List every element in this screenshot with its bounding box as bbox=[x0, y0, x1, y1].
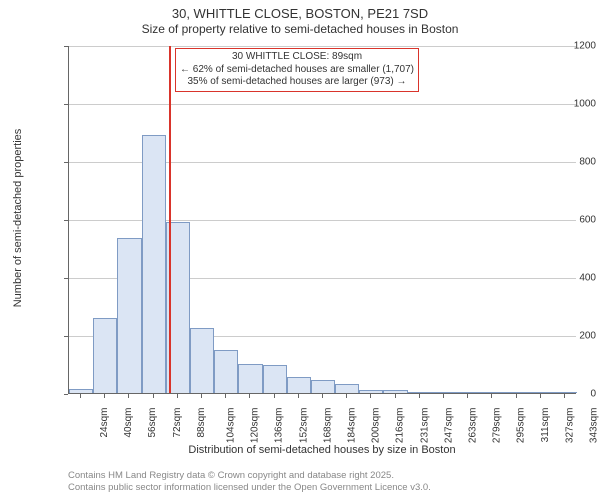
x-tick-label: 343sqm bbox=[588, 408, 599, 444]
histogram-bar bbox=[408, 392, 432, 393]
x-tick-label: 263sqm bbox=[468, 408, 479, 444]
y-tick-label: 200 bbox=[534, 331, 596, 342]
x-tick-label: 120sqm bbox=[250, 408, 261, 444]
footer-text: Contains HM Land Registry data © Crown c… bbox=[68, 470, 431, 495]
x-tick-label: 168sqm bbox=[322, 408, 333, 444]
x-tick-mark bbox=[153, 394, 154, 398]
x-tick-mark bbox=[467, 394, 468, 398]
x-tick-label: 216sqm bbox=[395, 408, 406, 444]
histogram-bar bbox=[335, 384, 359, 393]
histogram-bar bbox=[117, 238, 141, 393]
y-tick-mark bbox=[64, 162, 68, 163]
x-tick-mark bbox=[443, 394, 444, 398]
x-tick-label: 247sqm bbox=[443, 408, 454, 444]
histogram-bar bbox=[504, 392, 528, 393]
histogram-bar bbox=[69, 389, 93, 393]
y-tick-label: 400 bbox=[534, 273, 596, 284]
y-tick-label: 1000 bbox=[534, 99, 596, 110]
x-tick-label: 56sqm bbox=[147, 408, 158, 438]
x-tick-mark bbox=[225, 394, 226, 398]
x-tick-label: 104sqm bbox=[226, 408, 237, 444]
x-tick-label: 40sqm bbox=[123, 408, 134, 438]
chart-title-block: 30, WHITTLE CLOSE, BOSTON, PE21 7SD Size… bbox=[0, 6, 600, 36]
x-tick-label: 184sqm bbox=[347, 408, 358, 444]
annotation-line: ← 62% of semi-detached houses are smalle… bbox=[180, 64, 414, 77]
x-tick-mark bbox=[346, 394, 347, 398]
x-tick-mark bbox=[80, 394, 81, 398]
x-tick-label: 295sqm bbox=[516, 408, 527, 444]
x-tick-label: 311sqm bbox=[539, 408, 550, 443]
histogram-bar bbox=[190, 328, 214, 393]
x-axis-label: Distribution of semi-detached houses by … bbox=[68, 444, 576, 456]
histogram-bar bbox=[214, 350, 238, 394]
chart-title-line2: Size of property relative to semi-detach… bbox=[0, 22, 600, 36]
annotation-line: 35% of semi-detached houses are larger (… bbox=[180, 76, 414, 89]
x-tick-mark bbox=[516, 394, 517, 398]
x-tick-mark bbox=[540, 394, 541, 398]
x-tick-label: 24sqm bbox=[99, 408, 110, 438]
histogram-bar bbox=[432, 392, 456, 393]
y-tick-mark bbox=[64, 220, 68, 221]
histogram-bar bbox=[456, 392, 480, 393]
annotation-line: 30 WHITTLE CLOSE: 89sqm bbox=[180, 51, 414, 64]
chart-container: 30, WHITTLE CLOSE, BOSTON, PE21 7SD Size… bbox=[0, 0, 600, 500]
histogram-bar bbox=[93, 318, 117, 393]
chart-title-line1: 30, WHITTLE CLOSE, BOSTON, PE21 7SD bbox=[0, 6, 600, 22]
x-tick-mark bbox=[370, 394, 371, 398]
x-tick-mark bbox=[419, 394, 420, 398]
y-tick-mark bbox=[64, 104, 68, 105]
x-tick-label: 88sqm bbox=[196, 408, 207, 438]
y-tick-label: 800 bbox=[534, 157, 596, 168]
grid-line bbox=[69, 46, 576, 47]
x-tick-label: 200sqm bbox=[371, 408, 382, 444]
x-tick-mark bbox=[249, 394, 250, 398]
x-tick-label: 279sqm bbox=[492, 408, 503, 444]
x-tick-mark bbox=[104, 394, 105, 398]
grid-line bbox=[69, 104, 576, 105]
x-tick-mark bbox=[298, 394, 299, 398]
x-tick-mark bbox=[564, 394, 565, 398]
x-tick-mark bbox=[491, 394, 492, 398]
y-tick-mark bbox=[64, 278, 68, 279]
histogram-bar bbox=[311, 380, 335, 393]
x-tick-label: 327sqm bbox=[564, 408, 575, 444]
footer-line: Contains HM Land Registry data © Crown c… bbox=[68, 470, 431, 482]
histogram-bar bbox=[263, 365, 287, 393]
histogram-bar bbox=[383, 390, 407, 393]
x-tick-label: 152sqm bbox=[298, 408, 309, 444]
x-tick-mark bbox=[395, 394, 396, 398]
footer-line: Contains public sector information licen… bbox=[68, 482, 431, 494]
histogram-bar bbox=[142, 135, 166, 393]
y-tick-label: 0 bbox=[534, 389, 596, 400]
x-tick-mark bbox=[274, 394, 275, 398]
x-tick-mark bbox=[201, 394, 202, 398]
histogram-bar bbox=[480, 392, 504, 393]
y-tick-mark bbox=[64, 46, 68, 47]
x-tick-mark bbox=[322, 394, 323, 398]
y-axis-label: Number of semi-detached properties bbox=[12, 118, 24, 318]
annotation-box: 30 WHITTLE CLOSE: 89sqm← 62% of semi-det… bbox=[175, 48, 419, 92]
y-tick-mark bbox=[64, 394, 68, 395]
histogram-bar bbox=[238, 364, 262, 393]
plot-area bbox=[68, 46, 576, 394]
y-tick-label: 600 bbox=[534, 215, 596, 226]
x-tick-mark bbox=[177, 394, 178, 398]
x-tick-mark bbox=[128, 394, 129, 398]
x-tick-label: 72sqm bbox=[172, 408, 183, 438]
y-tick-label: 1200 bbox=[534, 41, 596, 52]
x-tick-label: 136sqm bbox=[274, 408, 285, 444]
marker-line bbox=[169, 46, 171, 393]
x-tick-label: 231sqm bbox=[419, 408, 430, 444]
histogram-bar bbox=[359, 390, 383, 393]
y-tick-mark bbox=[64, 336, 68, 337]
histogram-bar bbox=[287, 377, 311, 393]
